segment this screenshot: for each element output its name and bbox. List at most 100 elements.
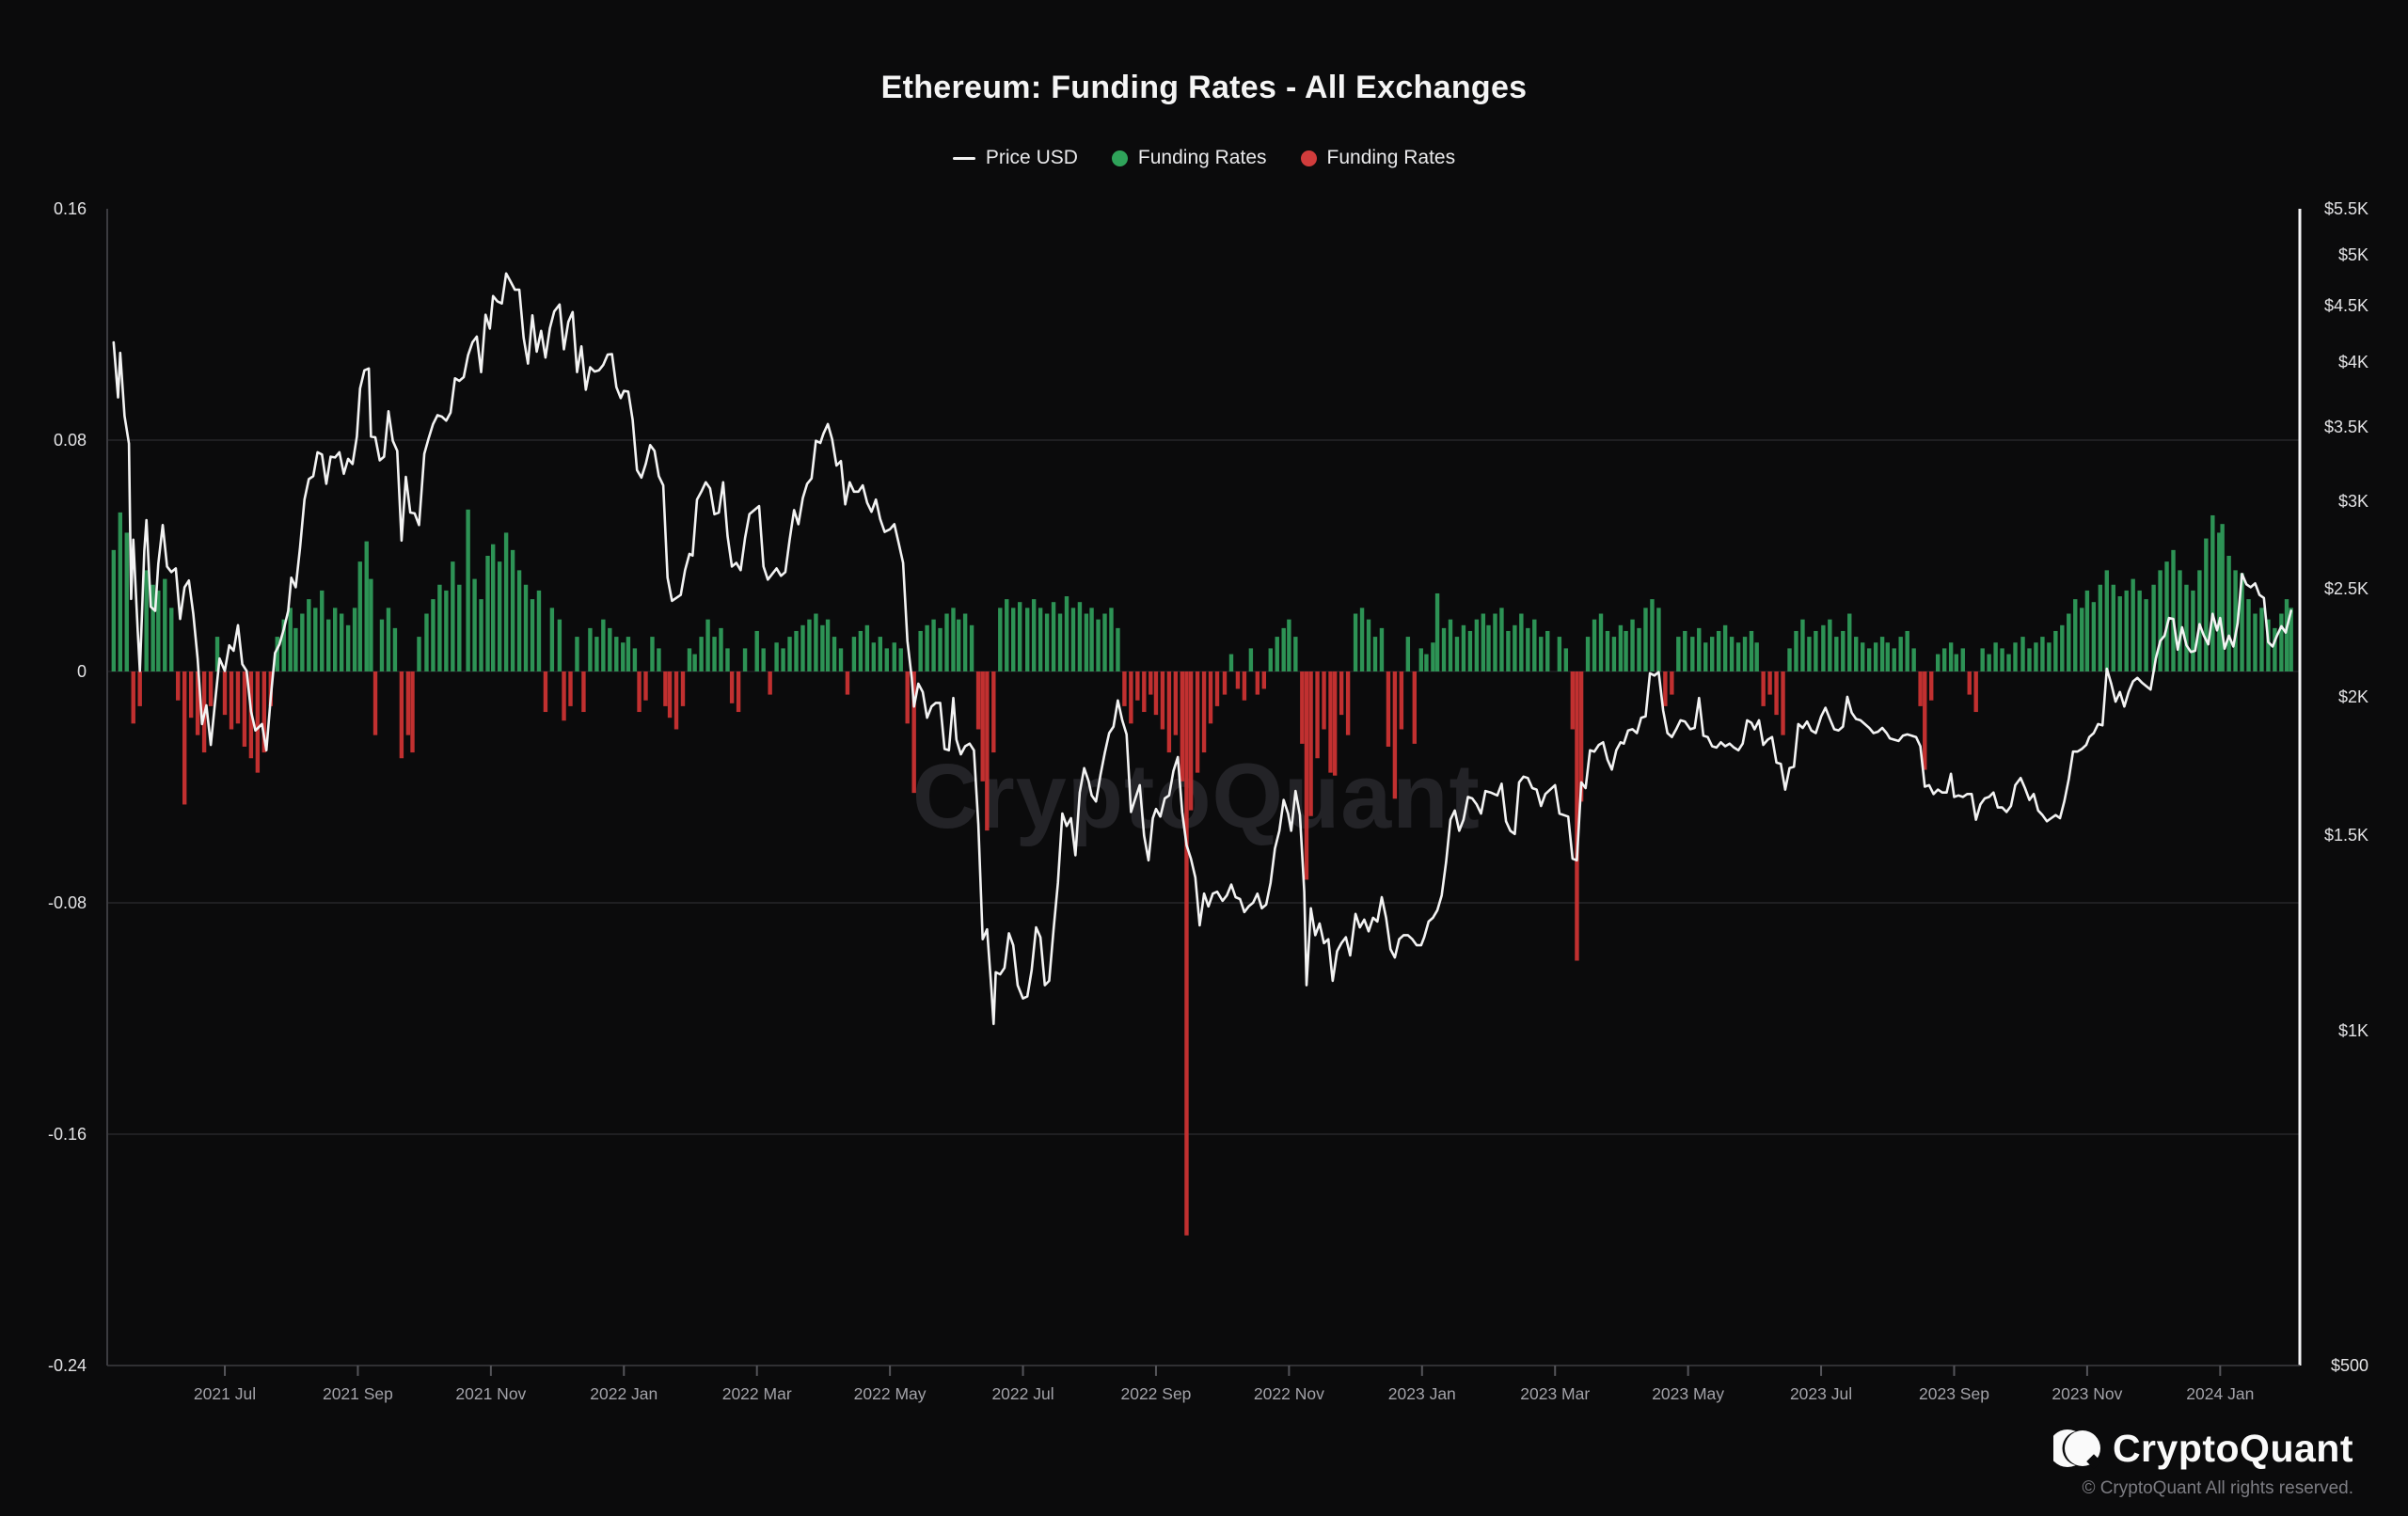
- price-line-icon: [952, 156, 975, 160]
- funding-rate-bar: [2144, 599, 2148, 671]
- funding-rate-bar: [925, 624, 929, 671]
- funding-rate-bar: [372, 671, 378, 735]
- legend-item-funding-positive: Funding Rates: [1111, 147, 1267, 169]
- funding-rate-bar: [1096, 619, 1101, 671]
- y-axis-label-right: $2K: [2337, 687, 2368, 706]
- y-axis-label-right: $5K: [2337, 245, 2368, 264]
- funding-rate-bar: [1275, 637, 1279, 671]
- funding-rate-bar: [1697, 627, 1702, 671]
- funding-rate-bar: [985, 671, 990, 831]
- funding-rate-bar: [1116, 627, 1120, 671]
- funding-rate-bar: [1563, 648, 1569, 671]
- funding-rate-bar: [1980, 648, 1985, 671]
- funding-rate-bar: [1180, 671, 1185, 782]
- funding-rate-bar: [490, 544, 496, 671]
- funding-rate-bar: [479, 599, 483, 671]
- funding-rate-bar: [1448, 619, 1453, 671]
- funding-rate-bar: [1353, 613, 1358, 671]
- funding-rate-bar: [1214, 671, 1220, 706]
- funding-rate-bar: [1624, 630, 1628, 671]
- funding-rate-bar: [2020, 637, 2025, 671]
- funding-rate-bar: [2013, 642, 2018, 671]
- funding-rate-bar: [699, 637, 704, 671]
- funding-rate-bar: [1359, 608, 1365, 671]
- copyright-text: © CryptoQuant All rights reserved.: [2082, 1478, 2353, 1498]
- funding-rate-bar: [111, 549, 117, 671]
- funding-rate-bar: [892, 642, 896, 671]
- funding-rate-bar: [2000, 648, 2004, 671]
- y-axis-label-right: $1K: [2337, 1021, 2368, 1041]
- funding-rate-bar: [2164, 561, 2169, 671]
- funding-rate-bar: [214, 637, 220, 671]
- funding-rate-bar: [1729, 637, 1735, 671]
- funding-rate-bar: [1235, 671, 1241, 689]
- funding-rate-bar: [719, 627, 723, 671]
- funding-rate-bar: [621, 642, 626, 671]
- funding-rate-bar: [2220, 524, 2225, 671]
- funding-rate-bar: [288, 608, 293, 671]
- funding-rate-bar: [975, 671, 981, 730]
- funding-rate-bar: [1195, 671, 1200, 773]
- funding-rate-bar: [2131, 578, 2135, 671]
- legend-item-funding-negative: Funding Rates: [1300, 147, 1455, 169]
- funding-rate-bar: [918, 630, 923, 671]
- funding-rate-bar: [1703, 642, 1708, 671]
- funding-rate-bar: [1918, 671, 1923, 706]
- funding-rate-bar: [1774, 671, 1779, 716]
- funding-rate-bar: [1735, 642, 1741, 671]
- funding-rate-bar: [1781, 671, 1785, 735]
- funding-rate-bar: [275, 637, 279, 671]
- funding-rate-bar: [614, 637, 619, 671]
- funding-rate-bar: [2098, 584, 2103, 671]
- funding-rate-bar: [118, 512, 122, 671]
- funding-rate-bar: [637, 671, 642, 713]
- funding-rate-bar: [2027, 648, 2032, 671]
- funding-rate-bar: [549, 608, 555, 671]
- x-axis-label: 2023 Sep: [1919, 1384, 1989, 1403]
- funding-rate-bar: [1339, 671, 1344, 716]
- funding-rate-bar: [858, 630, 863, 671]
- funding-rate-bar: [832, 637, 837, 671]
- funding-rate-bar: [2040, 637, 2045, 671]
- funding-rate-bar: [1506, 630, 1511, 671]
- funding-rate-bar: [1598, 613, 1604, 671]
- funding-rate-bar: [497, 561, 502, 671]
- funding-rate-bar: [1575, 671, 1579, 961]
- funding-rate-bar: [2240, 573, 2244, 671]
- funding-rate-bar: [1166, 671, 1172, 753]
- y-axis-label-right: $500: [2330, 1356, 2368, 1375]
- funding-rate-bar: [626, 637, 631, 671]
- funding-rate-bar: [417, 637, 421, 671]
- funding-rate-bar: [1281, 627, 1286, 671]
- price-line: [112, 272, 2292, 1026]
- funding-rate-bar: [1129, 671, 1133, 724]
- funding-rate-bar: [379, 619, 385, 671]
- funding-rate-bar: [222, 671, 228, 716]
- funding-rate-bar: [523, 584, 529, 671]
- x-axis-label: 2022 Sep: [1120, 1384, 1192, 1403]
- funding-rate-bar: [1261, 671, 1267, 689]
- funding-rate-bar: [1493, 613, 1497, 671]
- funding-rate-bar: [1454, 637, 1460, 671]
- funding-rate-bar: [466, 509, 470, 671]
- funding-rate-bar: [1057, 613, 1063, 671]
- funding-rate-bar: [169, 608, 174, 671]
- funding-rate-bar: [568, 671, 573, 706]
- x-axis-label: 2024 Jan: [2186, 1384, 2255, 1403]
- legend-label-funding-positive: Funding Rates: [1137, 147, 1267, 168]
- x-axis-label: 2023 May: [1652, 1384, 1725, 1403]
- funding-rate-bar: [1676, 637, 1681, 671]
- funding-rate-bar: [345, 624, 351, 671]
- funding-rate-bar: [2217, 532, 2222, 671]
- funding-rate-bar: [673, 671, 679, 730]
- funding-rate-bar: [1993, 642, 1998, 671]
- funding-rate-bar: [144, 570, 149, 671]
- funding-rate-bar: [1637, 627, 1641, 671]
- funding-rate-bar: [814, 613, 818, 671]
- funding-rate-bar: [1184, 671, 1189, 1236]
- funding-rate-bar: [392, 627, 398, 671]
- y-axis-label-right: $2.5K: [2323, 579, 2368, 599]
- funding-rate-bar: [800, 624, 805, 671]
- funding-rate-bar: [1461, 624, 1466, 671]
